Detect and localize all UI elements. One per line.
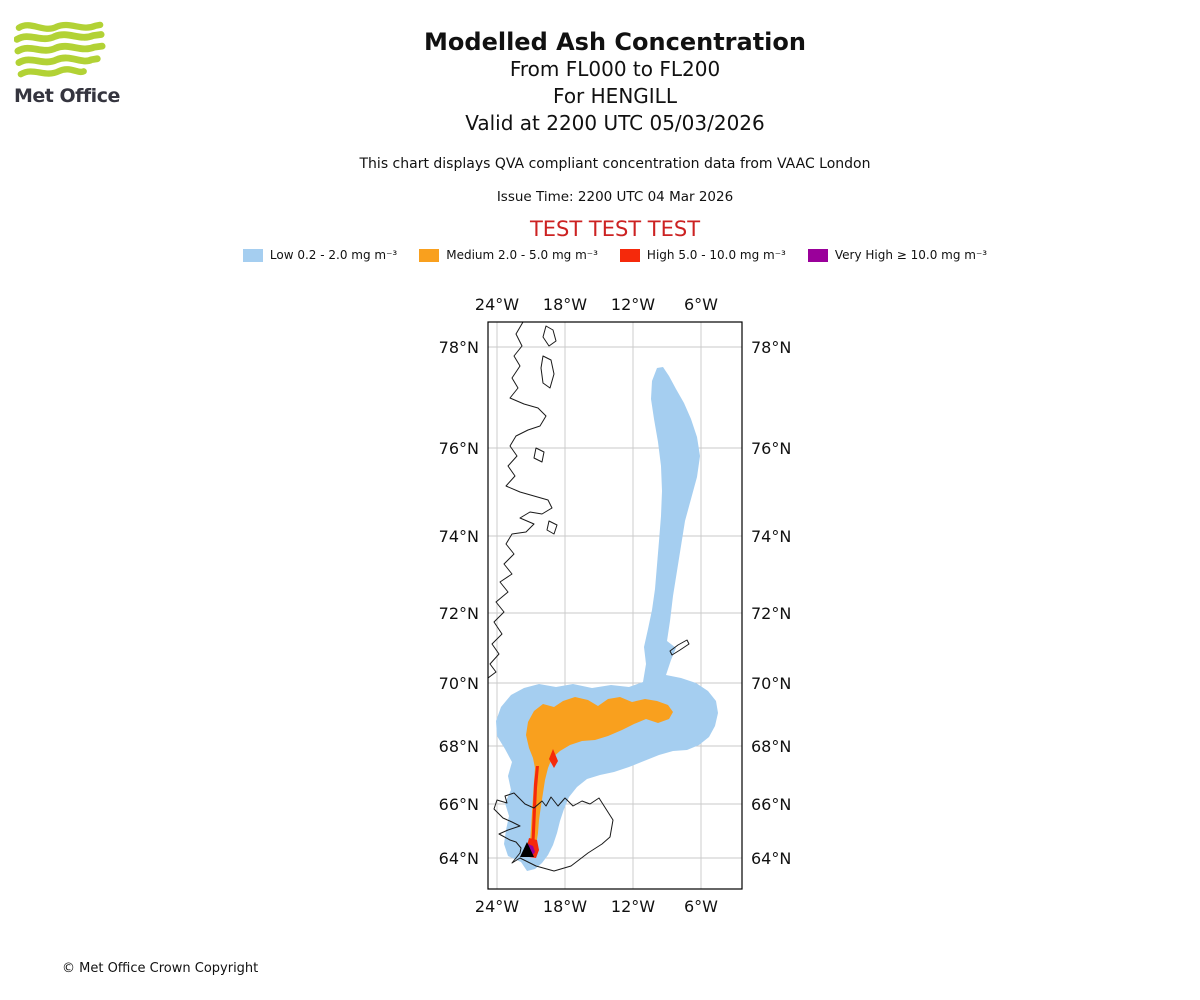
axis-labels: 24°W 18°W 12°W 6°W 24°W 18°W 12°W 6°W 78… xyxy=(439,295,792,916)
legend-item-very-high: Very High ≥ 10.0 mg m⁻³ xyxy=(807,248,988,262)
legend-swatch-low xyxy=(242,248,263,262)
iceland-coastline xyxy=(493,792,614,872)
island-outline xyxy=(542,325,557,347)
lon-tick-bottom-6w: 6°W xyxy=(684,897,718,916)
copyright-notice: © Met Office Crown Copyright xyxy=(62,961,259,976)
legend-swatch-high xyxy=(619,248,640,262)
island-outline xyxy=(533,447,545,463)
legend-item-medium: Medium 2.0 - 5.0 mg m⁻³ xyxy=(419,248,598,262)
lat-tick-right-66n: 66°N xyxy=(751,795,791,814)
lat-tick-right-78n: 78°N xyxy=(751,338,791,357)
lat-tick-right-76n: 76°N xyxy=(751,439,791,458)
test-banner: TEST TEST TEST xyxy=(529,217,701,241)
met-office-waves-icon xyxy=(14,21,106,78)
legend-swatch-medium xyxy=(419,248,440,262)
lon-tick-bottom-18w: 18°W xyxy=(543,897,587,916)
map-border xyxy=(487,321,743,890)
flight-level-range: From FL000 to FL200 xyxy=(509,57,721,81)
lat-tick-left-66n: 66°N xyxy=(439,795,479,814)
lon-tick-top-12w: 12°W xyxy=(611,295,655,314)
coastlines xyxy=(488,322,690,872)
lat-tick-left-72n: 72°N xyxy=(439,604,479,623)
island-outline xyxy=(546,520,558,535)
lon-tick-bottom-24w: 24°W xyxy=(475,897,519,916)
legend-swatch-very-high xyxy=(807,248,828,262)
lat-tick-right-68n: 68°N xyxy=(751,737,791,756)
legend-item-high: High 5.0 - 10.0 mg m⁻³ xyxy=(619,248,786,262)
lat-tick-left-64n: 64°N xyxy=(439,849,479,868)
page-title: Modelled Ash Concentration xyxy=(424,28,806,56)
volcano-name: For HENGILL xyxy=(553,84,677,108)
concentration-legend: Low 0.2 - 2.0 mg m⁻³ Medium 2.0 - 5.0 mg… xyxy=(30,248,1200,262)
lat-tick-left-76n: 76°N xyxy=(439,439,479,458)
valid-time: Valid at 2200 UTC 05/03/2026 xyxy=(465,111,765,135)
lon-tick-top-24w: 24°W xyxy=(475,295,519,314)
lat-tick-left-78n: 78°N xyxy=(439,338,479,357)
qva-compliance-note: This chart displays QVA compliant concen… xyxy=(359,156,871,172)
ash-plume-low xyxy=(496,367,718,871)
met-office-logo: Met Office xyxy=(14,20,124,107)
legend-item-low: Low 0.2 - 2.0 mg m⁻³ xyxy=(242,248,398,262)
lat-tick-left-74n: 74°N xyxy=(439,527,479,546)
volcano-marker xyxy=(520,842,534,857)
lat-tick-left-68n: 68°N xyxy=(439,737,479,756)
legend-label-high: High 5.0 - 10.0 mg m⁻³ xyxy=(646,248,786,262)
legend-label-very-high: Very High ≥ 10.0 mg m⁻³ xyxy=(834,248,988,262)
met-office-logo-text: Met Office xyxy=(14,85,120,107)
lat-tick-right-72n: 72°N xyxy=(751,604,791,623)
lat-tick-left-70n: 70°N xyxy=(439,674,479,693)
jan-mayen-coastline xyxy=(669,639,690,656)
legend-label-low: Low 0.2 - 2.0 mg m⁻³ xyxy=(269,248,398,262)
header: Modelled Ash Concentration From FL000 to… xyxy=(30,28,1200,262)
lat-tick-right-74n: 74°N xyxy=(751,527,791,546)
ash-plume-medium xyxy=(526,697,673,857)
lat-tick-right-64n: 64°N xyxy=(751,849,791,868)
legend-label-medium: Medium 2.0 - 5.0 mg m⁻³ xyxy=(446,248,598,262)
lon-tick-bottom-12w: 12°W xyxy=(611,897,655,916)
lat-tick-right-70n: 70°N xyxy=(751,674,791,693)
island-outline xyxy=(540,355,555,389)
lon-tick-top-18w: 18°W xyxy=(543,295,587,314)
greenland-coastline xyxy=(488,322,553,679)
lon-tick-top-6w: 6°W xyxy=(684,295,718,314)
issue-time: Issue Time: 2200 UTC 04 Mar 2026 xyxy=(496,189,734,205)
